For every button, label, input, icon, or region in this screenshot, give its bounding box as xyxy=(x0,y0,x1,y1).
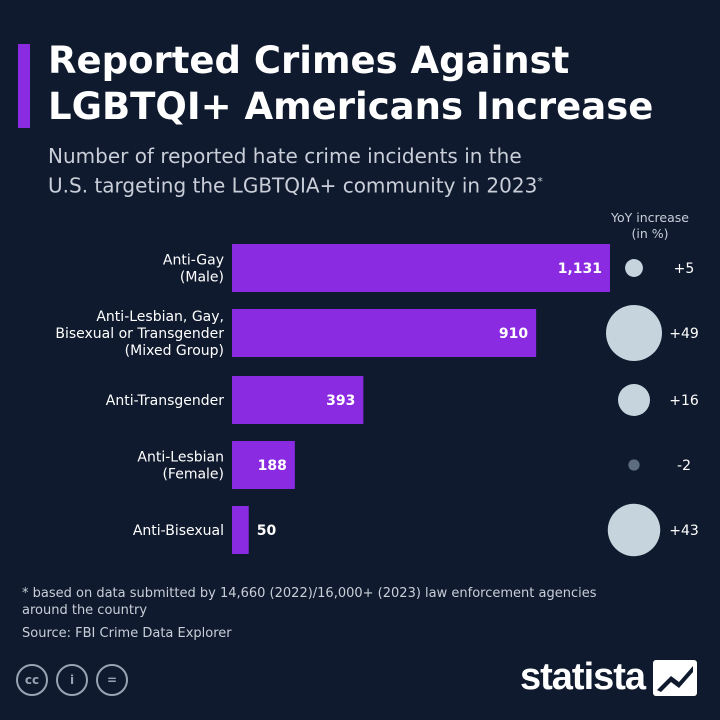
category-label: Anti-Gay (Male) xyxy=(163,253,224,286)
subtitle-text: Number of reported hate crime incidents … xyxy=(48,144,538,198)
cc-icon: cc xyxy=(16,664,48,696)
bar-value-label: 188 xyxy=(258,458,287,474)
bar-value-label: 1,131 xyxy=(558,261,602,277)
bar xyxy=(232,309,537,357)
yoy-value-label: +16 xyxy=(669,393,699,409)
title-accent-bar xyxy=(18,44,30,128)
chart-subtitle: Number of reported hate crime incidents … xyxy=(48,143,668,199)
category-label: Anti-Bisexual xyxy=(133,523,224,539)
subtitle-footnote-mark: * xyxy=(537,175,543,188)
attribution-icon: i xyxy=(56,664,88,696)
yoy-bubble xyxy=(606,305,662,361)
yoy-bubble xyxy=(625,259,643,277)
license-icons: cc i = xyxy=(16,664,128,696)
yoy-bubble xyxy=(618,384,650,416)
bar xyxy=(232,441,295,489)
yoy-value-label: -2 xyxy=(677,458,691,474)
brand-name: statista xyxy=(520,656,646,698)
bar xyxy=(232,506,249,554)
no-derivatives-icon: = xyxy=(96,664,128,696)
statista-logo-icon xyxy=(653,659,698,696)
statista-logo: statista xyxy=(520,656,698,699)
yoy-value-label: +49 xyxy=(669,326,699,342)
bar-value-label: 393 xyxy=(326,393,355,409)
yoy-bubble xyxy=(607,503,661,557)
footnote: * based on data submitted by 14,660 (202… xyxy=(22,586,597,618)
source-note: Source: FBI Crime Data Explorer xyxy=(22,626,232,641)
category-label: Anti-Transgender xyxy=(106,393,224,409)
bar-value-label: 910 xyxy=(499,326,528,342)
yoy-value-label: +5 xyxy=(674,261,695,277)
bar-value-label: 50 xyxy=(257,523,277,539)
yoy-bubble xyxy=(628,459,640,471)
category-label: Anti-Lesbian, Gay, Bisexual or Transgende… xyxy=(55,309,224,359)
yoy-value-label: +43 xyxy=(669,523,699,539)
bar xyxy=(232,244,610,292)
yoy-column-header: YoY increase (in %) xyxy=(611,210,689,241)
chart-title: Reported Crimes Against LGBTQI+ American… xyxy=(48,39,654,128)
category-label: Anti-Lesbian (Female) xyxy=(137,450,224,483)
bar xyxy=(232,376,364,424)
